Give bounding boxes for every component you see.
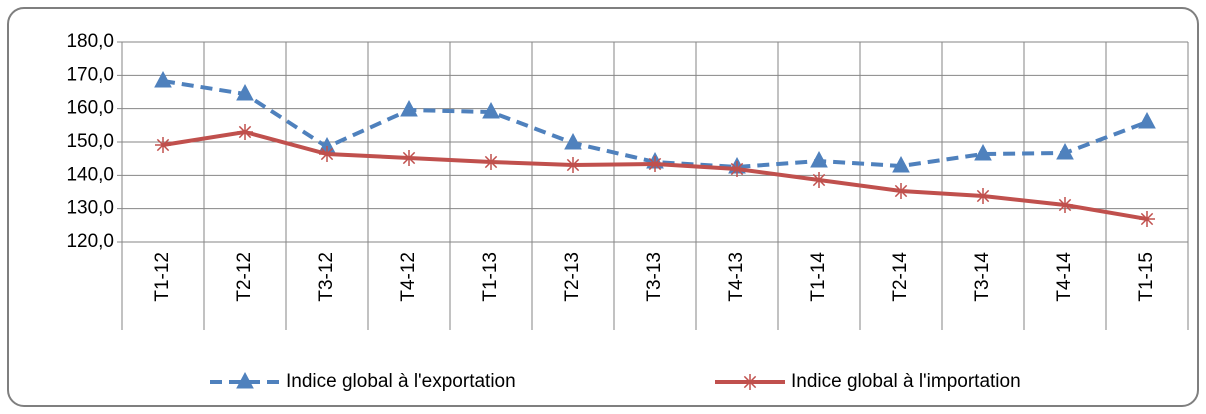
marker xyxy=(400,99,418,117)
marker xyxy=(892,155,910,173)
marker xyxy=(319,146,335,162)
marker xyxy=(236,83,254,101)
marker xyxy=(565,157,581,173)
x-tick-label: T4-14 xyxy=(1054,252,1075,302)
x-tick-label: T3-12 xyxy=(316,252,337,302)
x-tick-label: T2-12 xyxy=(234,252,255,302)
y-tick-label: 120,0 xyxy=(66,231,114,252)
x-tick-label: T3-13 xyxy=(644,252,665,302)
marker xyxy=(154,70,172,88)
legend-label: Indice global à l'exportation xyxy=(286,371,516,392)
y-tick-label: 140,0 xyxy=(66,164,114,185)
x-tick-label: T3-14 xyxy=(972,252,993,302)
marker xyxy=(237,124,253,140)
x-tick-label: T1-14 xyxy=(808,252,829,302)
marker xyxy=(483,154,499,170)
chart-border xyxy=(7,7,1199,407)
y-tick-label: 180,0 xyxy=(66,31,114,52)
marker xyxy=(1138,111,1156,129)
x-tick-label: T1-13 xyxy=(480,252,501,302)
x-tick-label: T1-15 xyxy=(1136,252,1157,302)
marker xyxy=(482,101,500,119)
y-tick-label: 130,0 xyxy=(66,198,114,219)
marker xyxy=(401,150,417,166)
legend-marker xyxy=(742,374,758,390)
marker xyxy=(811,172,827,188)
marker xyxy=(729,161,745,177)
marker xyxy=(647,156,663,172)
x-tick-label: T4-12 xyxy=(398,252,419,302)
marker xyxy=(1057,197,1073,213)
x-tick-label: T2-13 xyxy=(562,252,583,302)
y-tick-label: 170,0 xyxy=(66,64,114,85)
marker xyxy=(975,188,991,204)
x-tick-label: T1-12 xyxy=(152,252,173,302)
legend-marker xyxy=(236,371,254,389)
marker xyxy=(155,137,171,153)
marker xyxy=(1056,142,1074,160)
marker xyxy=(564,132,582,150)
marker xyxy=(810,150,828,168)
marker xyxy=(974,143,992,161)
y-tick-label: 150,0 xyxy=(66,131,114,152)
x-tick-label: T4-13 xyxy=(726,252,747,302)
marker xyxy=(1139,211,1155,227)
legend-label: Indice global à l'importation xyxy=(791,371,1021,392)
y-tick-label: 160,0 xyxy=(66,98,114,119)
x-tick-label: T2-14 xyxy=(890,252,911,302)
marker xyxy=(893,183,909,199)
